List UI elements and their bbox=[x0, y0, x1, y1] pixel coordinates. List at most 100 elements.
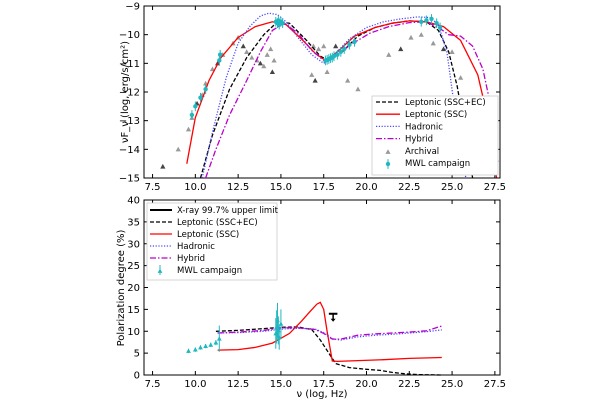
bottom-y-tick-label: 35 bbox=[127, 217, 140, 228]
top-x-tick-label: 22.5 bbox=[398, 182, 420, 193]
bottom-x-tick-label: 12.5 bbox=[227, 379, 249, 390]
bottom-y-tick-label: 40 bbox=[127, 196, 140, 207]
mwl-point bbox=[335, 49, 340, 60]
top-series-leptonic-ssc-ec bbox=[199, 20, 474, 179]
bottom-legend-box bbox=[146, 202, 278, 281]
bottom-model-lines bbox=[215, 301, 442, 376]
mwl-point bbox=[331, 51, 337, 62]
mwl-polarization-point bbox=[203, 343, 209, 349]
bottom-y-tick-label: 20 bbox=[127, 283, 140, 294]
mwl-point bbox=[434, 18, 439, 29]
archival-point bbox=[440, 46, 447, 52]
top-mwl-points bbox=[189, 14, 443, 120]
mwl-polarization-point bbox=[198, 345, 203, 350]
mwl-point bbox=[342, 44, 347, 54]
mwl-point bbox=[280, 18, 285, 29]
top-legend-label-hadronic: Hadronic bbox=[405, 122, 443, 132]
archival-point bbox=[355, 86, 361, 92]
mwl-point bbox=[193, 101, 198, 112]
archival-point bbox=[257, 60, 263, 66]
mwl-polarization-point bbox=[192, 347, 198, 352]
top-legend-label-leptonic-ssc: Leptonic (SSC) bbox=[405, 110, 467, 120]
archival-point bbox=[309, 72, 315, 77]
archival-point bbox=[430, 40, 436, 46]
archival-point bbox=[269, 69, 275, 75]
top-x-tick-label: 15.0 bbox=[270, 182, 292, 193]
top-y-ticks: −15 −14 −13 −12 −11 −10 −9 bbox=[119, 2, 500, 185]
xray-upper-limit bbox=[328, 312, 338, 322]
mwl-point bbox=[419, 16, 424, 27]
top-y-tick-label: −11 bbox=[119, 59, 140, 70]
top-x-tick-label: 7.5 bbox=[145, 182, 161, 193]
bottom-series-leptonic-ssc bbox=[217, 301, 442, 363]
bottom-x-tick-label: 7.5 bbox=[145, 379, 161, 390]
bottom-legend-label-hadronic: Hadronic bbox=[177, 242, 215, 252]
bottom-y-ticks: 0 5 10 15 20 25 30 35 40 bbox=[127, 196, 500, 382]
bottom-series-leptonic-ssc-ec bbox=[215, 326, 442, 376]
top-y-tick-label: −12 bbox=[119, 88, 140, 99]
archival-point bbox=[249, 55, 255, 60]
top-legend-label-archival: Archival bbox=[405, 147, 439, 157]
archival-point bbox=[386, 52, 392, 57]
top-y-tick-label: −10 bbox=[119, 30, 140, 41]
top-x-tick-label: 10.0 bbox=[184, 182, 206, 193]
bottom-legend-label-x-ray-99-7-upper-limit: X-ray 99.7% upper limit bbox=[177, 206, 279, 216]
bottom-legend-marker-mwl bbox=[157, 268, 163, 273]
mwl-point bbox=[203, 84, 208, 94]
archival-point bbox=[271, 57, 277, 63]
archival-point bbox=[315, 46, 322, 52]
top-y-tick-label: −14 bbox=[119, 145, 140, 156]
top-legend-marker-archival bbox=[385, 149, 391, 154]
top-x-tick-label: 12.5 bbox=[227, 182, 249, 193]
top-y-axis-label: νF_ν (log, erg/s/cm²) bbox=[120, 41, 131, 143]
archival-point bbox=[324, 69, 330, 75]
top-series-hybrid bbox=[204, 21, 499, 179]
bottom-y-axis-label: Polarization degree (%) bbox=[116, 229, 127, 346]
bottom-legend-label-leptonic-ssc-ec: Leptonic (SSC+EC) bbox=[177, 218, 258, 228]
bottom-panel: 7.5 10.0 12.5 15.0 17.5 20.0 22.5 25.0 27.5 0 5 10… bbox=[116, 196, 506, 400]
bottom-series-hybrid bbox=[217, 325, 442, 340]
bottom-y-tick-label: 15 bbox=[127, 305, 140, 316]
bottom-legend-label-hybrid: Hybrid bbox=[177, 254, 205, 264]
mwl-polarization-point bbox=[213, 340, 219, 345]
mwl-point bbox=[189, 110, 195, 120]
archival-point bbox=[264, 52, 270, 57]
mwl-point bbox=[437, 22, 443, 33]
archival-point bbox=[449, 49, 455, 54]
top-legend-box bbox=[371, 95, 499, 176]
bottom-y-tick-label: 10 bbox=[127, 327, 140, 338]
mwl-polarization-point bbox=[186, 348, 191, 353]
bottom-x-ticks: 7.5 10.0 12.5 15.0 17.5 20.0 22.5 25.0 27.5 bbox=[145, 200, 506, 390]
archival-point bbox=[261, 63, 267, 69]
top-x-tick-label: 25.0 bbox=[441, 182, 463, 193]
mwl-polarization-point bbox=[278, 321, 284, 326]
mwl-point bbox=[217, 49, 223, 60]
archival-point bbox=[244, 49, 250, 54]
bottom-legend-label-leptonic-ssc: Leptonic (SSC) bbox=[177, 230, 239, 240]
bottom-x-axis-label: ν (log, Hz) bbox=[297, 389, 348, 400]
top-legend-label-hybrid: Hybrid bbox=[405, 135, 433, 145]
top-x-ticks: 7.5 10.0 12.5 15.0 17.5 20.0 22.5 25.0 27.5 bbox=[145, 6, 506, 193]
mwl-point bbox=[347, 39, 352, 50]
top-y-tick-label: −13 bbox=[119, 116, 140, 127]
mwl-polarization-point bbox=[216, 336, 222, 341]
archival-point bbox=[185, 126, 192, 132]
archival-point bbox=[312, 77, 318, 83]
archival-point bbox=[160, 163, 166, 169]
mwl-point bbox=[338, 47, 344, 57]
archival-point bbox=[418, 32, 424, 37]
mwl-point bbox=[352, 36, 357, 47]
archival-point bbox=[175, 146, 181, 152]
bottom-x-tick-label: 17.5 bbox=[313, 379, 335, 390]
bottom-legend: X-ray 99.7% upper limit Leptonic (SSC+EC)… bbox=[146, 202, 279, 281]
bottom-x-tick-label: 20.0 bbox=[355, 379, 377, 390]
archival-point bbox=[209, 66, 216, 72]
archival-point bbox=[310, 43, 317, 49]
top-legend-marker-mwl bbox=[385, 159, 391, 169]
top-panel: 7.5 10.0 12.5 15.0 17.5 20.0 22.5 25.0 27.5 −15−… bbox=[119, 2, 506, 194]
upper-limit-arrowhead bbox=[330, 318, 336, 322]
top-x-tick-label: 20.0 bbox=[355, 182, 377, 193]
archival-point bbox=[268, 46, 274, 52]
mwl-polarization-point bbox=[276, 334, 282, 340]
bottom-x-tick-label: 10.0 bbox=[184, 379, 206, 390]
